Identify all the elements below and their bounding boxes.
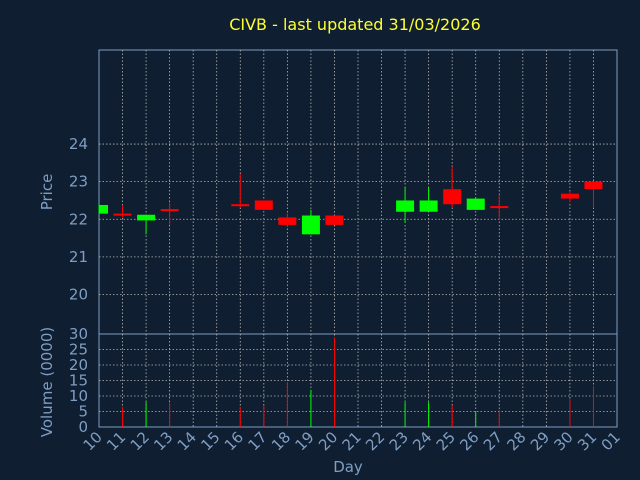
x-tick-labels: 1011121314151617181920212223242526272829… xyxy=(80,428,624,454)
candle-body xyxy=(301,215,320,235)
volume-tick-label: 10 xyxy=(69,387,88,405)
x-tick-label: 29 xyxy=(527,428,553,454)
x-tick-label: 31 xyxy=(574,428,600,454)
x-tick-label: 28 xyxy=(503,428,529,454)
price-axis-label: Price xyxy=(38,174,56,211)
candle-body xyxy=(419,200,438,212)
candle-body xyxy=(160,209,179,212)
x-tick-label: 13 xyxy=(150,428,176,454)
x-tick-label: 20 xyxy=(315,428,341,454)
candles xyxy=(98,166,603,235)
candle-body xyxy=(466,198,485,210)
x-tick-label: 14 xyxy=(174,428,200,454)
x-tick-label: 27 xyxy=(480,428,506,454)
candle-body xyxy=(99,204,108,214)
candle-body xyxy=(231,204,250,207)
volume-bars xyxy=(122,337,594,427)
x-tick-label: 26 xyxy=(456,428,482,454)
volume-tick-label: 20 xyxy=(69,356,88,374)
volume-tick-label: 5 xyxy=(78,403,88,421)
x-axis-label: Day xyxy=(333,458,363,476)
chart-title: CIVB - last updated 31/03/2026 xyxy=(229,15,481,34)
x-tick-label: 11 xyxy=(103,428,129,454)
volume-tick-label: 0 xyxy=(78,418,88,436)
candle-body xyxy=(254,200,273,210)
candle-body xyxy=(443,189,462,205)
x-tick-label: 24 xyxy=(409,428,435,454)
x-tick-label: 23 xyxy=(386,428,412,454)
x-tick-label: 18 xyxy=(268,428,294,454)
candle-body xyxy=(113,213,132,216)
x-tick-label: 01 xyxy=(598,428,624,454)
x-tick-label: 22 xyxy=(362,428,388,454)
candle-body xyxy=(278,217,297,225)
x-tick-label: 16 xyxy=(221,428,247,454)
x-tick-label: 25 xyxy=(433,428,459,454)
candle-body xyxy=(325,215,344,225)
candle-body xyxy=(490,206,509,209)
price-tick-label: 23 xyxy=(69,173,88,191)
volume-tick-label: 30 xyxy=(69,325,88,343)
price-tick-label: 24 xyxy=(69,135,88,153)
volume-axis-label: Volume (0000) xyxy=(38,327,56,437)
x-tick-label: 15 xyxy=(197,428,223,454)
price-tick-label: 21 xyxy=(69,248,88,266)
x-tick-label: 30 xyxy=(551,428,577,454)
candle-body xyxy=(584,181,603,190)
x-tick-label: 19 xyxy=(292,428,318,454)
price-tick-label: 22 xyxy=(69,210,88,228)
x-tick-label: 17 xyxy=(244,428,270,454)
candle-body xyxy=(560,193,579,199)
volume-tick-label: 15 xyxy=(69,372,88,390)
x-tick-label: 21 xyxy=(339,428,365,454)
candle-body xyxy=(396,200,415,212)
candle-body xyxy=(137,214,156,221)
grid xyxy=(99,50,617,427)
x-tick-label: 12 xyxy=(127,428,153,454)
volume-tick-label: 25 xyxy=(69,341,88,359)
price-tick-label: 20 xyxy=(69,286,88,304)
